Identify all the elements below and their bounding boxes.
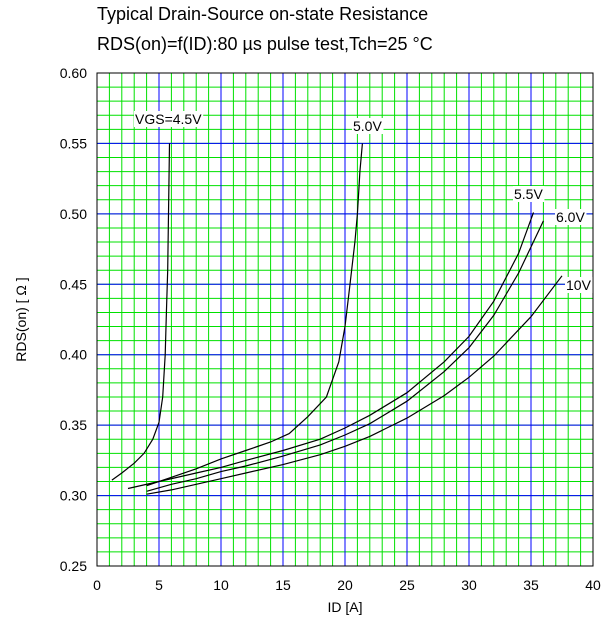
- chart-title: Typical Drain-Source on-state Resistance: [97, 4, 429, 24]
- x-tick-label: 30: [461, 577, 477, 593]
- y-tick-label: 0.30: [60, 488, 87, 504]
- y-tick-label: 0.25: [60, 558, 87, 574]
- series-line: [127, 212, 535, 490]
- x-tick-label: 25: [399, 577, 415, 593]
- series-labels: VGS=4.5V 5.0V 5.5V 6.0V 10V: [134, 111, 593, 293]
- series-curves: [111, 143, 563, 495]
- x-axis-label: ID [A]: [327, 599, 362, 615]
- series-label-bg: [134, 111, 204, 127]
- x-tick-label: 0: [93, 577, 101, 593]
- y-tick-label: 0.35: [60, 417, 87, 433]
- x-tick-label: 20: [337, 577, 353, 593]
- x-tick-label: 40: [585, 577, 601, 593]
- series-label: 6.0V: [556, 209, 585, 225]
- series-label-bg: [565, 277, 593, 293]
- x-tick-label: 15: [275, 577, 291, 593]
- y-tick-label: 0.45: [60, 276, 87, 292]
- x-tick-label: 5: [155, 577, 163, 593]
- y-tick-label: 0.55: [60, 135, 87, 151]
- x-tick-label: 10: [213, 577, 229, 593]
- y-tick-label: 0.60: [60, 65, 87, 81]
- series-label-bg: [352, 118, 384, 134]
- series-label: 10V: [566, 277, 592, 293]
- x-tick-labels: 0 5 10 15 20 25 30 35 40: [93, 577, 601, 593]
- series-label: VGS=4.5V: [135, 111, 202, 127]
- chart-subtitle: RDS(on)=f(ID):80 µs pulse test,Tch=25 °C: [97, 34, 433, 54]
- series-label: 5.5V: [514, 186, 543, 202]
- y-tick-labels: 0.25 0.30 0.35 0.40 0.45 0.50 0.55 0.60: [60, 65, 87, 574]
- series-line: [111, 143, 171, 481]
- series-label-bg: [555, 209, 587, 225]
- series-label-bg: [513, 186, 545, 202]
- series-line: [146, 275, 563, 495]
- y-tick-label: 0.40: [60, 347, 87, 363]
- y-axis-label: RDS(on) [ Ω ]: [13, 277, 29, 361]
- series-label: 5.0V: [353, 118, 382, 134]
- series-line: [146, 220, 544, 492]
- plot-frame: [96, 72, 594, 567]
- y-tick-label: 0.50: [60, 206, 87, 222]
- x-tick-label: 35: [523, 577, 539, 593]
- series-line: [146, 143, 363, 487]
